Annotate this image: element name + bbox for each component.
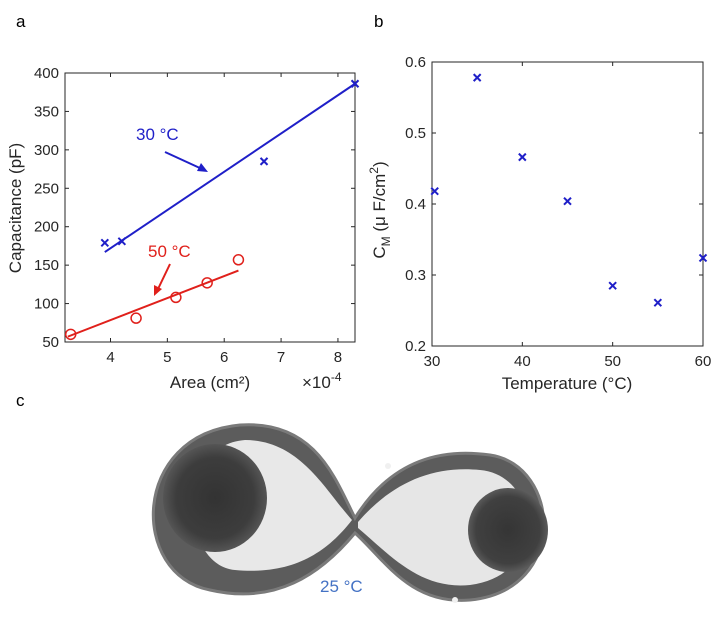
- chart-a-ytick-label: 100: [34, 296, 59, 313]
- chart-a-xtick-label: 7: [277, 349, 285, 366]
- chart-a-xtick-label: 4: [106, 349, 114, 366]
- chart-a-point-x: [100, 238, 110, 248]
- chart-b-ytick-label: 0.3: [405, 267, 426, 284]
- chart-a-x-exponent: ×10-4: [302, 370, 342, 392]
- chart-a-data: [64, 79, 360, 341]
- annotation-30c-arrow: [164, 151, 203, 170]
- chart-a-point-x: [117, 237, 127, 246]
- chart-b-ytick-label: 0.4: [405, 196, 426, 213]
- chart-a-point-circle: [170, 291, 182, 304]
- chart-b-ticks: 30 40 50 60 0.2 0.3 0.4 0.5 0.6: [405, 54, 711, 370]
- chart-b-point-x: [653, 298, 663, 307]
- droplet-right-blob: [468, 488, 548, 572]
- chart-a-ytick-label: 400: [34, 65, 59, 82]
- chart-a-ytick-label: 150: [34, 257, 59, 274]
- chart-b: 30 40 50 60 0.2 0.3 0.4 0.5 0.6 Temperature (°C)…: [367, 54, 711, 393]
- chart-b-point-x: [608, 281, 617, 290]
- droplet-speck: [385, 463, 391, 469]
- chart-b-point-x: [563, 196, 572, 206]
- chart-a-ytick-label: 50: [42, 334, 59, 351]
- photo-temperature-label: 25 °C: [320, 577, 363, 596]
- panel-letter-c: c: [16, 391, 25, 410]
- chart-b-point-x: [430, 187, 439, 196]
- droplet-photo: [151, 423, 548, 603]
- chart-a-xtick-label: 6: [220, 349, 228, 366]
- chart-a-point-circle: [201, 277, 213, 289]
- chart-b-xtick-label: 40: [514, 353, 531, 370]
- chart-b-xtick-label: 60: [695, 353, 712, 370]
- chart-b-xtick-label: 30: [424, 353, 441, 370]
- chart-a-point-circle: [64, 328, 77, 341]
- chart-b-ytick-label: 0.5: [405, 125, 426, 142]
- chart-a-point-x: [259, 157, 269, 166]
- chart-b-point-x: [518, 152, 527, 162]
- chart-b-data: [430, 73, 708, 307]
- annotation-30c: 30 °C: [136, 125, 179, 144]
- chart-a-xtick-label: 5: [163, 349, 171, 366]
- chart-b-point-x: [472, 73, 482, 82]
- annotation-30c-arrowhead: [197, 163, 208, 172]
- chart-a-axes-box: [64, 72, 356, 343]
- chart-b-axes-box: [431, 61, 704, 347]
- panel-letter-b: b: [374, 12, 384, 31]
- chart-a-point-circle: [232, 254, 245, 266]
- chart-a-fit-line-1: [67, 269, 239, 338]
- annotation-50c-arrowhead: [154, 285, 162, 296]
- chart-a-point-x: [350, 79, 360, 88]
- droplet-speck-2: [452, 597, 458, 603]
- chart-a-ytick-label: 300: [34, 142, 59, 159]
- chart-b-xlabel: Temperature (°C): [502, 374, 633, 393]
- chart-a-ytick-label: 200: [34, 219, 59, 236]
- chart-b-xtick-label: 50: [604, 353, 621, 370]
- chart-b-ylabel: CM (μ F/cm2): [367, 161, 393, 258]
- chart-a-xtick-label: 8: [334, 349, 342, 366]
- chart-a-ticks: 4 5 6 7 8 50 100 150 200 250 300 350 400: [34, 65, 355, 366]
- chart-b-ytick-label: 0.6: [405, 54, 426, 71]
- chart-a-ytick-label: 350: [34, 103, 59, 120]
- droplet-left-blob: [163, 444, 267, 552]
- annotation-50c-arrow: [157, 263, 171, 290]
- chart-a-ytick-label: 250: [34, 180, 59, 197]
- chart-b-point-x: [698, 253, 708, 263]
- panel-letter-a: a: [16, 12, 26, 31]
- chart-a-ylabel: Capacitance (pF): [6, 143, 25, 273]
- chart-a-point-circle: [130, 312, 142, 324]
- annotation-50c: 50 °C: [148, 242, 191, 261]
- chart-b-ytick-label: 0.2: [405, 338, 426, 355]
- chart-a-fit-line-0: [104, 82, 356, 253]
- chart-a-xlabel: Area (cm²): [170, 373, 250, 392]
